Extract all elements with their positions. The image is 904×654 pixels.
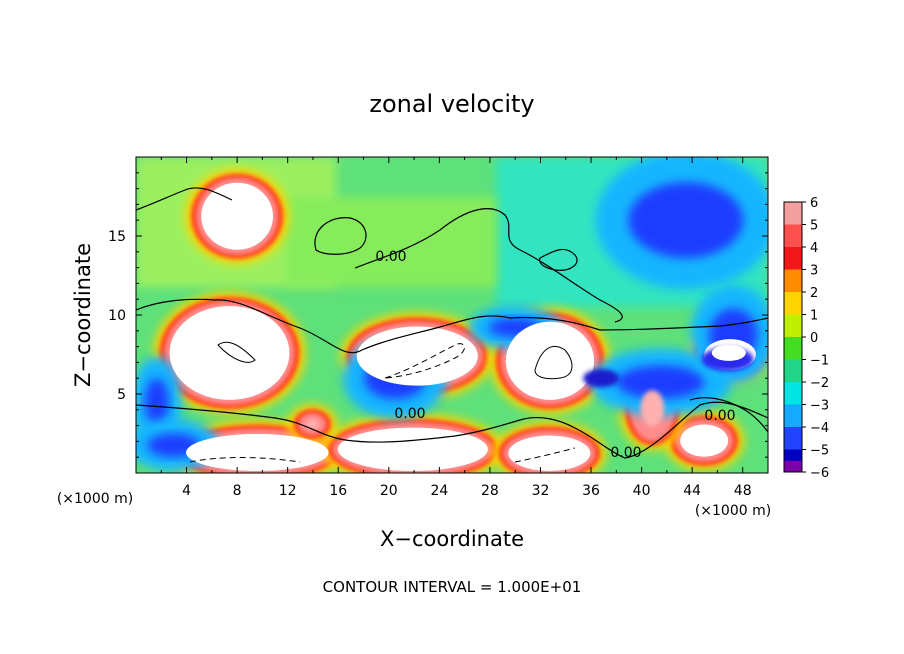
colorbar-label: 4 <box>810 241 818 256</box>
chart-title: zonal velocity <box>369 90 534 118</box>
colorbar-label: −6 <box>810 466 829 481</box>
colorbar-swatch <box>784 337 802 360</box>
colorbar-swatch <box>784 427 802 450</box>
colorbar-swatch <box>784 269 802 293</box>
colorbar-swatch <box>784 382 802 405</box>
x-tick-label: 20 <box>380 483 398 499</box>
colorbar-label: −2 <box>810 376 829 391</box>
x-tick-label: 28 <box>481 483 499 499</box>
y-tick-label: 5 <box>117 387 126 403</box>
x-tick-label: 40 <box>633 483 651 499</box>
positive-anomaly-core <box>640 390 665 427</box>
x-tick-label: 48 <box>734 483 752 499</box>
colorbar-label: 2 <box>810 286 818 301</box>
colorbar-swatch <box>784 247 802 270</box>
x-tick-label: 44 <box>683 483 701 499</box>
colorbar-swatch <box>784 202 802 225</box>
positive-anomaly-core <box>169 305 290 400</box>
field-region <box>286 197 496 287</box>
negative-contour-lines <box>189 341 576 463</box>
x-tick-label: 16 <box>329 483 347 499</box>
x-tick-label: 24 <box>430 483 448 499</box>
positive-anomaly-core <box>356 326 478 386</box>
contour-line <box>354 208 623 323</box>
colorbar-swatch <box>784 359 802 383</box>
contour-line <box>189 457 301 463</box>
colorbar-label: −1 <box>810 354 829 369</box>
contour-line <box>136 298 768 354</box>
x-axis-unit-left: (×1000 m) <box>57 491 133 507</box>
colorbar-label: 0 <box>810 331 818 346</box>
contour-line <box>384 343 465 379</box>
contour-line <box>136 187 233 211</box>
colorbar-swatch <box>784 292 802 315</box>
x-tick-label: 4 <box>182 483 191 499</box>
contour-line <box>314 217 367 255</box>
y-axis: 5 10 15 <box>108 172 768 458</box>
colorbar-label: −4 <box>810 421 829 436</box>
negative-anomaly-core <box>628 182 744 259</box>
contour-interval-note: CONTOUR INTERVAL = 1.000E+01 <box>323 578 582 596</box>
contour-label: 0.00 <box>610 445 641 461</box>
positive-anomaly-core <box>711 344 746 361</box>
contour-label: 0.00 <box>375 249 406 265</box>
positive-anomaly-core <box>508 435 591 471</box>
colorbar-swatch <box>784 314 802 338</box>
zero-contour-lines <box>136 187 768 459</box>
negative-anomaly-core <box>144 378 169 426</box>
colorbar-label: 5 <box>810 219 818 234</box>
x-axis-label: X−coordinate <box>380 527 524 551</box>
y-tick-label: 15 <box>108 229 126 245</box>
negative-anomaly-core <box>616 365 705 399</box>
contour-line <box>514 447 576 463</box>
colorbar-label: −5 <box>810 444 829 459</box>
x-axis: 4 8 12 16 20 24 28 32 36 40 44 48 <box>160 157 752 499</box>
positive-anomaly-core <box>505 321 595 400</box>
x-tick-label: 12 <box>279 483 297 499</box>
contour-label-group: 0.00 0.00 0.00 0.00 <box>375 249 735 461</box>
contour-line <box>136 401 768 459</box>
y-tick-label: 10 <box>108 308 126 324</box>
colorbar-swatch <box>784 224 802 248</box>
contour-line <box>534 345 573 380</box>
colorbar-label: 1 <box>810 309 818 324</box>
heatmap-field <box>136 157 768 473</box>
colorbar-label: −3 <box>810 399 829 414</box>
x-axis-unit-right: (×1000 m) <box>695 503 771 519</box>
contour-label: 0.00 <box>394 406 425 422</box>
positive-anomaly-core <box>305 419 319 429</box>
colorbar-swatch <box>784 460 802 472</box>
contour-line <box>539 248 578 271</box>
contour-label: 0.00 <box>704 408 735 424</box>
positive-anomaly-core <box>680 424 729 457</box>
contour-line <box>689 397 768 433</box>
colorbar-swatch <box>784 404 802 428</box>
positive-anomaly-core <box>186 433 329 471</box>
colorbar-label: 6 <box>810 196 818 211</box>
contour-line <box>217 341 256 363</box>
positive-anomaly-core <box>337 427 488 471</box>
negative-anomaly-core <box>583 369 620 388</box>
colorbar: 6 5 4 3 2 1 0 −1 −2 −3 −4 −5 −6 <box>783 196 829 481</box>
x-tick-label: 32 <box>532 483 550 499</box>
x-tick-label: 8 <box>233 483 242 499</box>
y-axis-label: Z−coordinate <box>71 243 95 387</box>
positive-anomaly-core <box>201 182 274 250</box>
colorbar-label: 3 <box>810 264 818 279</box>
x-tick-label: 36 <box>582 483 600 499</box>
